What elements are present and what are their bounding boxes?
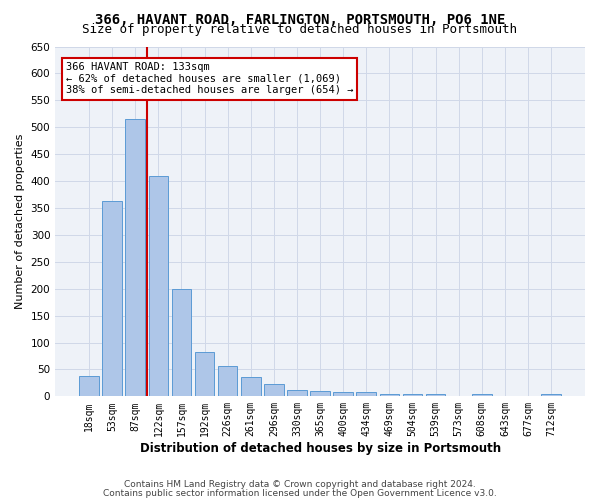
Bar [403, 394, 422, 396]
Bar [287, 390, 307, 396]
Bar [380, 394, 399, 396]
Text: 366 HAVANT ROAD: 133sqm
← 62% of detached houses are smaller (1,069)
38% of semi: 366 HAVANT ROAD: 133sqm ← 62% of detache… [66, 62, 353, 96]
Bar [172, 288, 191, 397]
Bar [125, 118, 145, 396]
Bar [541, 394, 561, 396]
Bar [310, 391, 330, 396]
Y-axis label: Number of detached properties: Number of detached properties [15, 134, 25, 309]
Bar [264, 384, 284, 396]
Bar [426, 394, 445, 396]
Bar [334, 392, 353, 396]
Bar [149, 176, 168, 396]
Bar [356, 392, 376, 396]
Text: Contains HM Land Registry data © Crown copyright and database right 2024.: Contains HM Land Registry data © Crown c… [124, 480, 476, 489]
Bar [472, 394, 491, 396]
Text: 366, HAVANT ROAD, FARLINGTON, PORTSMOUTH, PO6 1NE: 366, HAVANT ROAD, FARLINGTON, PORTSMOUTH… [95, 12, 505, 26]
Bar [218, 366, 238, 396]
X-axis label: Distribution of detached houses by size in Portsmouth: Distribution of detached houses by size … [140, 442, 500, 455]
Bar [195, 352, 214, 397]
Bar [103, 201, 122, 396]
Bar [241, 378, 260, 396]
Text: Size of property relative to detached houses in Portsmouth: Size of property relative to detached ho… [83, 22, 517, 36]
Bar [79, 376, 99, 396]
Text: Contains public sector information licensed under the Open Government Licence v3: Contains public sector information licen… [103, 488, 497, 498]
